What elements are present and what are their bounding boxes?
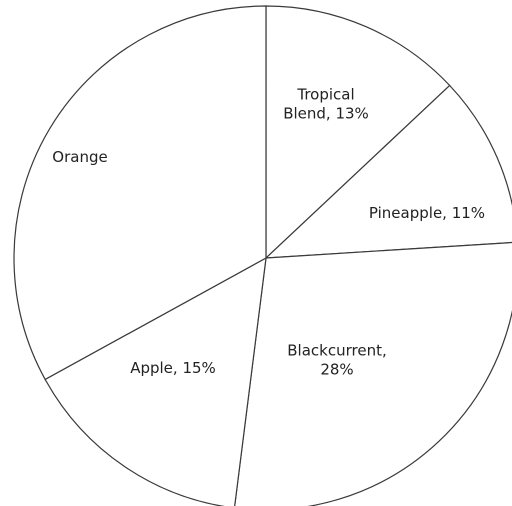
pie-slices [13,5,512,506]
slice-label-tropical-blend: Tropical Blend, 13% [283,86,369,123]
pie-slice-orange [13,5,267,381]
pie-slice-tropical-blend [265,5,451,260]
slice-label-apple: Apple, 15% [130,359,216,377]
slice-label-pineapple: Pineapple, 11% [369,204,485,222]
pie-labels: Tropical Blend, 13% Pineapple, 11% Blackcur… [52,86,485,379]
pie-slice-apple [44,256,267,506]
pie-slice-blackcurrent [234,241,512,506]
slice-label-blackcurrent: Blackcurrent, 28% [287,342,386,379]
slice-label-orange: Orange [52,148,107,166]
pie-slice-pineapple [264,84,512,259]
